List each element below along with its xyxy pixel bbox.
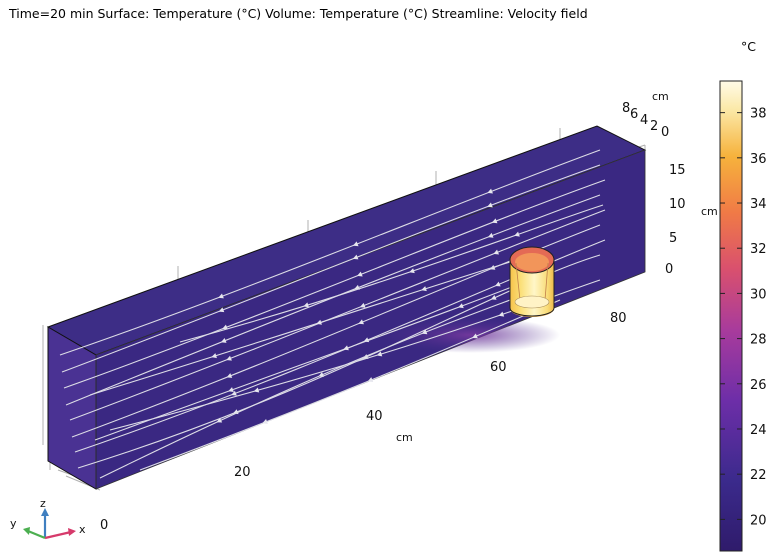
streamline-arrow bbox=[226, 373, 233, 378]
streamline-arrow bbox=[220, 337, 227, 343]
axis-triad: z x y bbox=[10, 497, 86, 540]
streamline-arrow bbox=[490, 294, 497, 300]
streamline-arrow bbox=[409, 268, 415, 274]
heat-wake bbox=[380, 317, 560, 353]
streamline-arrow bbox=[491, 218, 498, 224]
streamline-arrow bbox=[222, 324, 228, 330]
plot-title: Time=20 min Surface: Temperature (°C) Vo… bbox=[9, 6, 588, 21]
streamline-arrow bbox=[514, 231, 520, 237]
streamline-arrow bbox=[262, 419, 268, 424]
y-axis-label: cm bbox=[652, 90, 669, 103]
colorbar-tick-label: 22 bbox=[750, 468, 767, 483]
x-tick-label: 20 bbox=[234, 465, 251, 480]
streamline-arrow bbox=[228, 387, 234, 393]
streamline bbox=[63, 179, 606, 389]
x-axis-label: cm bbox=[396, 431, 413, 444]
colorbar: 38 36 34 32 30 28 26 24 22 20 bbox=[719, 80, 767, 552]
colorbar-tick-label: 30 bbox=[750, 287, 767, 302]
streamline-arrow bbox=[303, 302, 309, 308]
streamline bbox=[109, 279, 601, 431]
x-tick-label: 60 bbox=[490, 360, 507, 375]
triad-x-label: x bbox=[79, 523, 86, 536]
streamline-arrow bbox=[495, 281, 501, 287]
streamline-arrow bbox=[352, 241, 359, 247]
triad-z-label: z bbox=[40, 497, 46, 510]
colorbar-tick-label: 24 bbox=[750, 423, 767, 438]
streamline bbox=[99, 299, 511, 479]
x-tick-label: 40 bbox=[366, 409, 383, 424]
heated-cylinder bbox=[509, 246, 555, 317]
streamline-arrow bbox=[216, 417, 223, 423]
y-tick-label: 0 bbox=[661, 125, 669, 140]
y-tick-label: 4 bbox=[640, 113, 648, 128]
triad-y-label: y bbox=[10, 517, 17, 530]
streamline-arrow bbox=[316, 319, 322, 325]
streamline-arrow bbox=[359, 302, 366, 308]
channel-box bbox=[46, 125, 647, 490]
streamline-arrow bbox=[498, 311, 505, 317]
colorbar-tick-label: 36 bbox=[750, 152, 767, 167]
streamline-arrow bbox=[253, 387, 260, 393]
x-tick-label: 80 bbox=[610, 311, 627, 326]
streamline-arrow bbox=[487, 202, 493, 208]
streamline-arrow bbox=[421, 286, 427, 292]
colorbar-scale bbox=[719, 80, 743, 552]
colorbar-tick-label: 20 bbox=[750, 513, 767, 528]
streamline-arrow bbox=[343, 345, 349, 351]
streamline-arrow bbox=[318, 372, 325, 377]
z-tick-label: 10 bbox=[669, 197, 686, 212]
streamline-arrow bbox=[218, 293, 224, 299]
x-axis-ticks: 0 20 40 60 80 bbox=[100, 311, 627, 533]
streamline-arrow bbox=[487, 232, 494, 238]
colorbar-tick-label: 26 bbox=[750, 378, 767, 393]
z-tick-label: 0 bbox=[665, 262, 673, 277]
streamline-arrow bbox=[458, 303, 464, 309]
streamline-arrow bbox=[218, 307, 225, 313]
streamline-arrow bbox=[421, 329, 428, 335]
colorbar-tick-label: 32 bbox=[750, 242, 767, 257]
streamline-arrow bbox=[352, 254, 359, 260]
streamline bbox=[71, 224, 601, 438]
z-tick-label: 15 bbox=[669, 163, 686, 178]
colorbar-tick-label: 34 bbox=[750, 197, 767, 212]
streamline-arrow bbox=[472, 333, 478, 339]
streamline-arrow bbox=[211, 353, 217, 359]
x-tick-label: 0 bbox=[100, 518, 108, 533]
streamline-arrow bbox=[376, 351, 383, 357]
streamline bbox=[65, 194, 601, 406]
z-axis-ticks: 15 10 5 0 bbox=[665, 163, 686, 277]
colorbar-ticks: 38 36 34 32 30 28 26 24 22 20 bbox=[720, 107, 767, 528]
streamline-arrow bbox=[226, 355, 232, 361]
streamline bbox=[179, 204, 604, 343]
colorbar-tick-label: 28 bbox=[750, 333, 767, 348]
y-tick-label: 8 bbox=[622, 101, 630, 116]
streamline-arrow bbox=[493, 249, 499, 255]
colorbar-unit: °C bbox=[741, 39, 756, 54]
colorbar-tick-label: 38 bbox=[750, 107, 767, 122]
y-tick-label: 6 bbox=[630, 107, 638, 122]
z-axis-label: cm bbox=[701, 205, 718, 218]
z-tick-label: 5 bbox=[669, 231, 677, 246]
streamline-arrow bbox=[357, 271, 363, 277]
streamline bbox=[59, 149, 601, 356]
y-tick-label: 2 bbox=[650, 119, 658, 134]
streamline-arrow bbox=[358, 319, 364, 325]
streamline-arrow bbox=[231, 390, 237, 396]
streamline-arrow bbox=[487, 188, 493, 194]
streamline-arrow bbox=[367, 377, 374, 382]
streamline bbox=[89, 261, 511, 396]
streamline bbox=[61, 164, 601, 373]
